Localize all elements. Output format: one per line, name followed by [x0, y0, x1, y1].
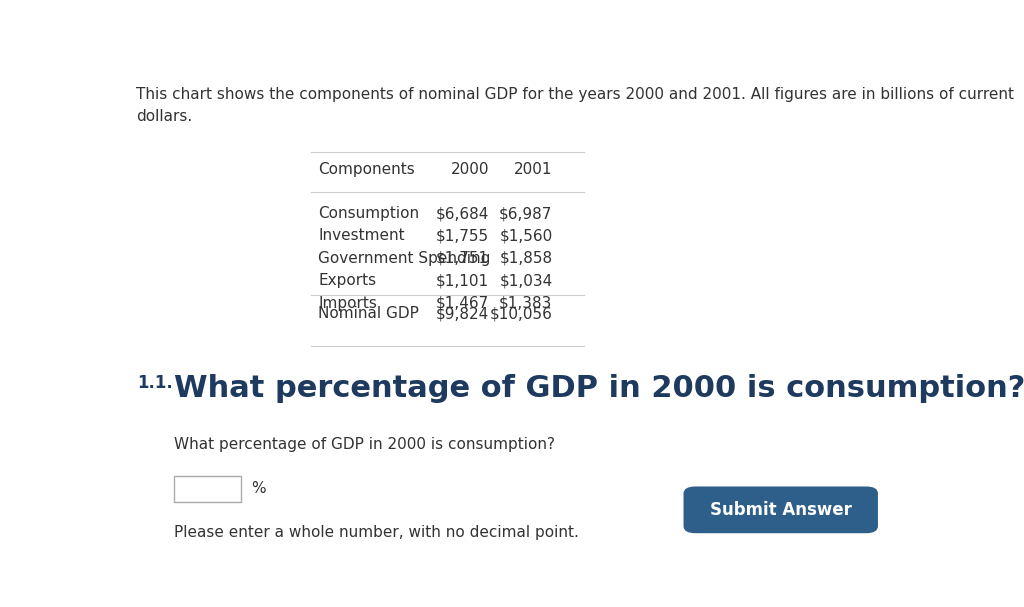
Text: Government Spending: Government Spending: [318, 251, 490, 266]
Text: Investment: Investment: [318, 228, 406, 243]
Text: Please enter a whole number, with no decimal point.: Please enter a whole number, with no dec…: [174, 525, 579, 540]
Text: $10,056: $10,056: [489, 306, 553, 321]
Text: $1,467: $1,467: [436, 296, 489, 311]
Text: Exports: Exports: [318, 273, 377, 288]
Text: $1,383: $1,383: [500, 296, 553, 311]
Text: $6,684: $6,684: [436, 206, 489, 221]
Text: Consumption: Consumption: [318, 206, 420, 221]
Text: Nominal GDP: Nominal GDP: [318, 306, 420, 321]
Text: What percentage of GDP in 2000 is consumption?: What percentage of GDP in 2000 is consum…: [174, 375, 1024, 403]
Text: %: %: [251, 481, 265, 497]
Text: This chart shows the components of nominal GDP for the years 2000 and 2001. All : This chart shows the components of nomin…: [136, 87, 1014, 124]
Text: Components: Components: [318, 162, 415, 177]
Text: $1,101: $1,101: [436, 273, 489, 288]
Text: $1,751: $1,751: [436, 251, 489, 266]
Text: 1.1.: 1.1.: [137, 375, 173, 392]
Text: $6,987: $6,987: [500, 206, 553, 221]
Text: What percentage of GDP in 2000 is consumption?: What percentage of GDP in 2000 is consum…: [174, 438, 555, 452]
Text: Imports: Imports: [318, 296, 377, 311]
Text: $1,560: $1,560: [500, 228, 553, 243]
Text: $9,824: $9,824: [436, 306, 489, 321]
Text: $1,034: $1,034: [500, 273, 553, 288]
Text: Submit Answer: Submit Answer: [710, 501, 852, 519]
Text: $1,755: $1,755: [436, 228, 489, 243]
Text: 2001: 2001: [514, 162, 553, 177]
FancyBboxPatch shape: [174, 476, 242, 501]
FancyBboxPatch shape: [684, 486, 878, 533]
Text: $1,858: $1,858: [500, 251, 553, 266]
Text: 2000: 2000: [451, 162, 489, 177]
